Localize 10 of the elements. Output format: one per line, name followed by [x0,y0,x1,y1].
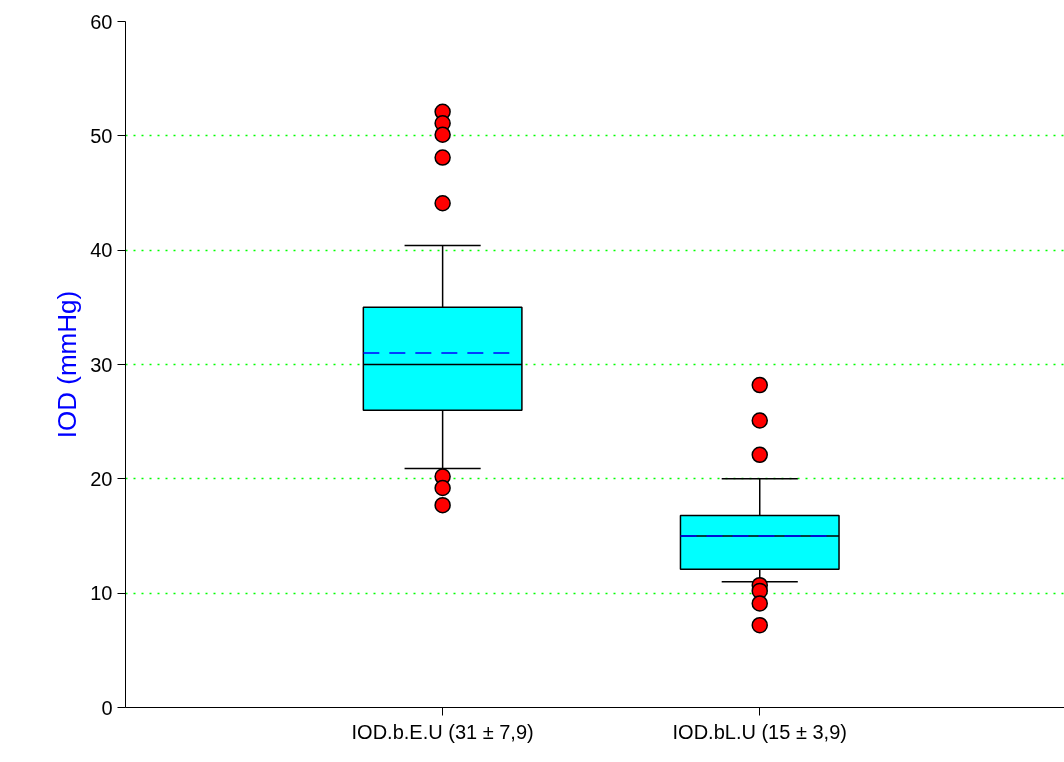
x-tick-label: IOD.bL.U (15 ± 3,9) [672,720,847,743]
y-tick-label: 60 [90,10,113,33]
y-tick-label: 30 [90,353,113,376]
y-tick-label: 50 [90,124,113,147]
y-axis-title: IOD (mmHg) [52,290,83,439]
y-tick-label: 0 [101,696,113,719]
y-tick-label: 40 [90,239,113,262]
y-tick-label: 20 [90,467,113,490]
x-tick-label: IOD.b.E.U (31 ± 7,9) [351,720,534,743]
y-tick-label: 10 [90,582,113,605]
